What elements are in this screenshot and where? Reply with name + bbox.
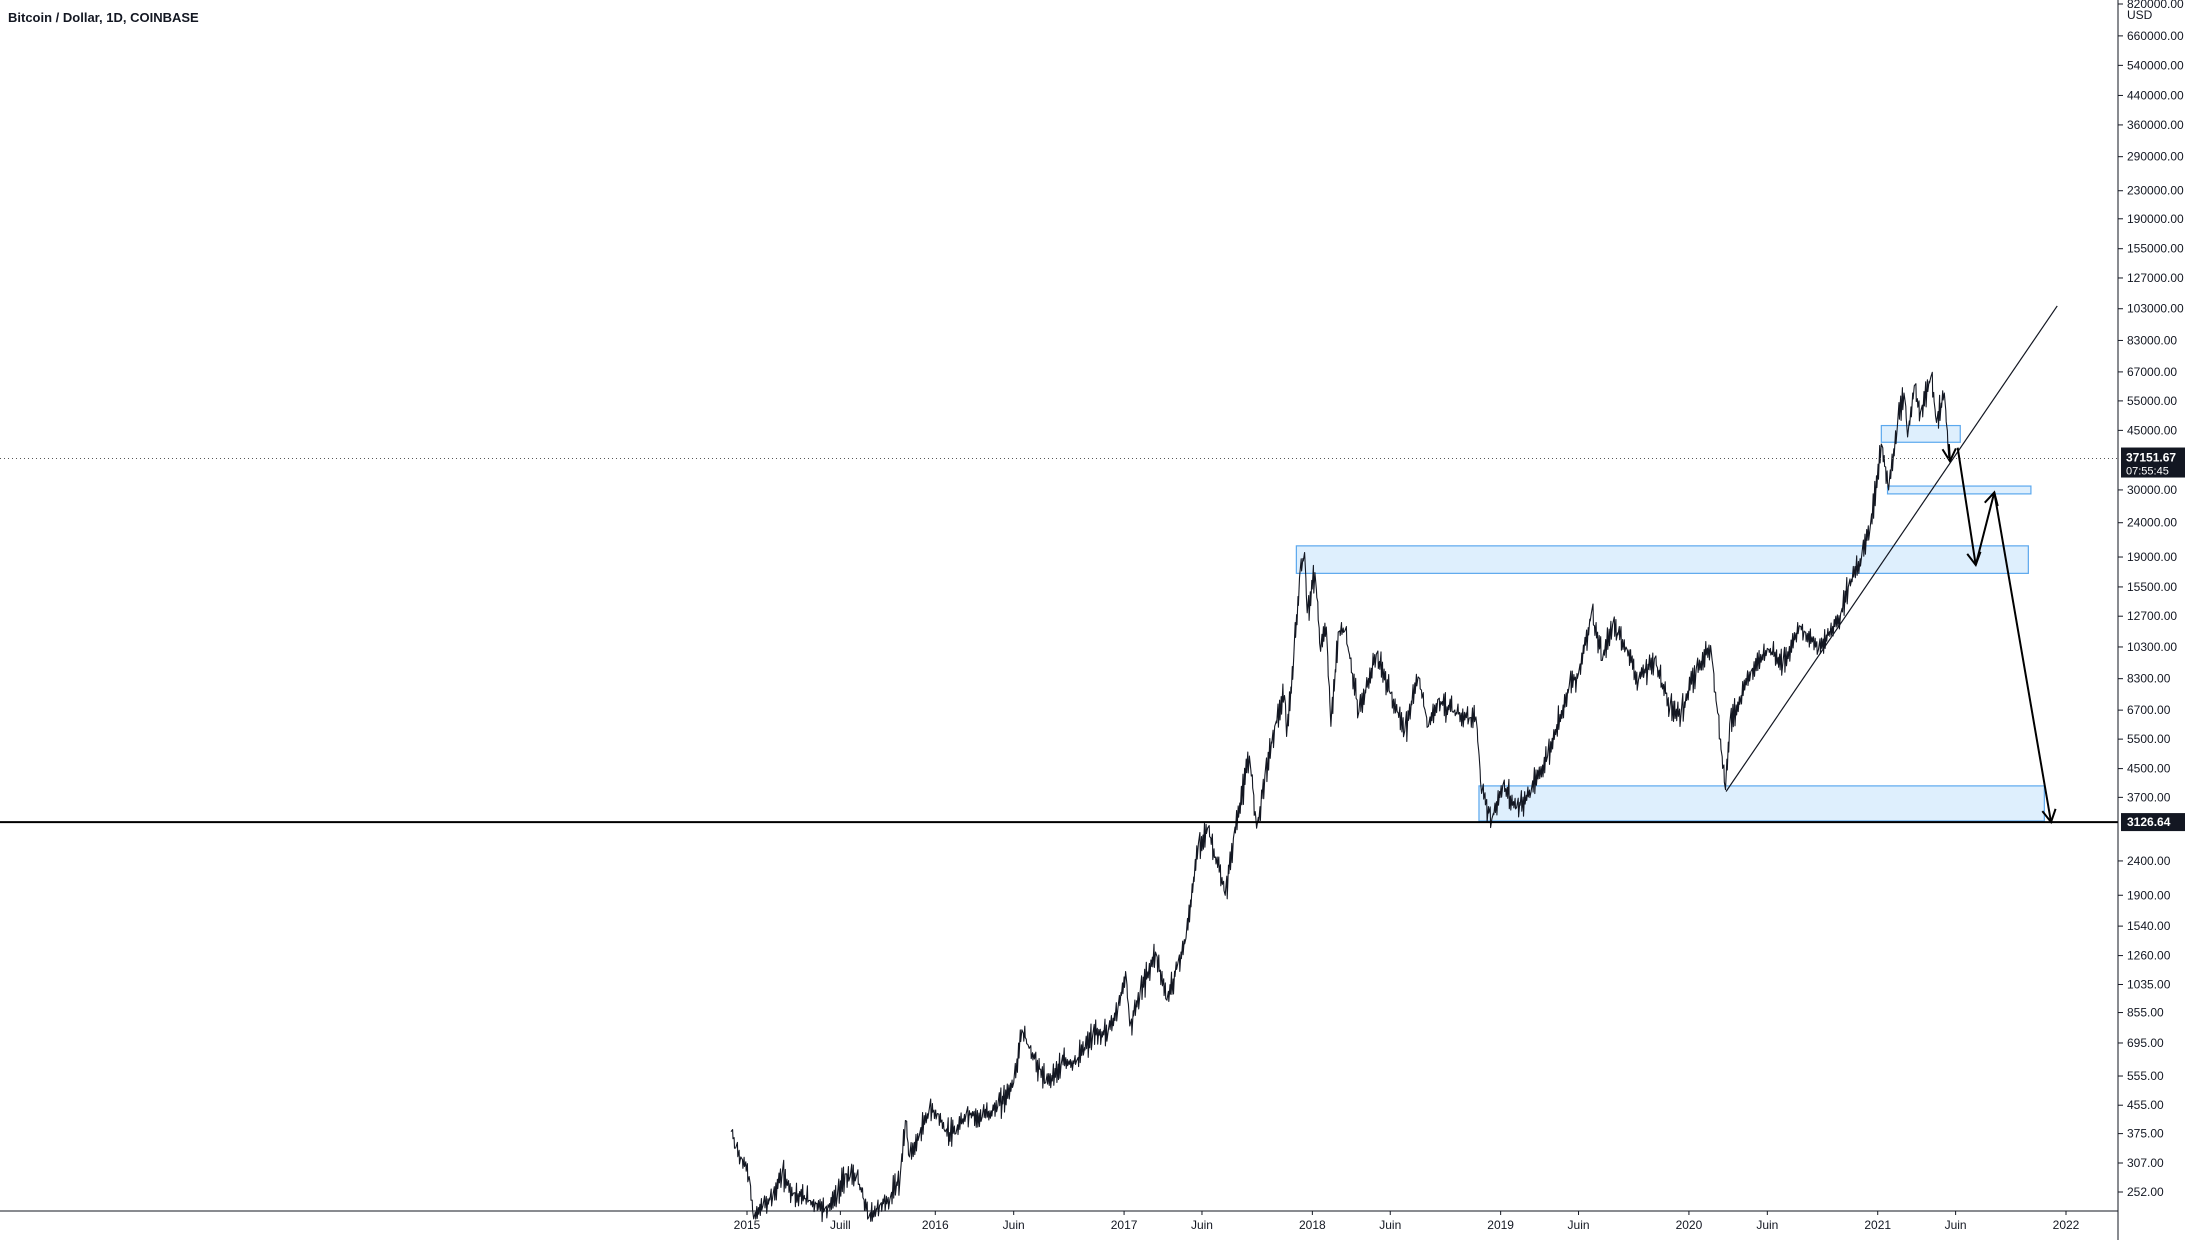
y-axis: 820000.00 660000.00 540000.00 440000.00 3600… [2117, 0, 2184, 1240]
y-tick-label: 307.00 [2127, 1156, 2164, 1170]
x-axis: 2015 Juill 2016 Juin 2017 Juin 2018 Juin 2019 Jui… [0, 1210, 2118, 1232]
support-resistance-zone [1478, 785, 2045, 822]
support-resistance-zone [1880, 424, 1961, 443]
x-tick-label: 2021 [1864, 1218, 1891, 1232]
drawings-layer [1725, 305, 2058, 825]
y-tick-label: 30000.00 [2127, 483, 2177, 497]
y-tick-label: 1260.00 [2127, 949, 2171, 963]
y-tick-label: 45000.00 [2127, 423, 2177, 437]
current-price-label: 37151.67 [2126, 451, 2176, 465]
x-tick-label: Juin [1945, 1218, 1967, 1232]
y-tick-label: 2400.00 [2127, 854, 2171, 868]
y-tick-label: 103000.00 [2127, 302, 2184, 316]
y-tick-label: 19000.00 [2127, 550, 2177, 564]
y-tick-label: 375.00 [2127, 1127, 2164, 1141]
y-tick-label: 83000.00 [2127, 333, 2177, 347]
support-resistance-zone [1295, 545, 2029, 574]
price-series-line [730, 371, 1950, 1223]
y-tick-label: 230000.00 [2127, 184, 2184, 198]
x-tick-label: Juin [1756, 1218, 1778, 1232]
y-tick-label: 6700.00 [2127, 703, 2171, 717]
y-tick-label: 55000.00 [2127, 394, 2177, 408]
support-price-label-bg [2121, 813, 2185, 832]
zones-layer [1295, 424, 2045, 822]
y-tick-label: 5500.00 [2127, 732, 2171, 746]
y-tick-label: 24000.00 [2127, 516, 2177, 530]
chart-title: Bitcoin / Dollar, 1D, COINBASE [8, 10, 199, 25]
y-tick-label: 455.00 [2127, 1098, 2164, 1112]
x-tick-label: 2018 [1299, 1218, 1326, 1232]
y-tick-label: 540000.00 [2127, 58, 2184, 72]
y-tick-label: 67000.00 [2127, 365, 2177, 379]
projection-arrow [1947, 443, 1951, 462]
y-tick-label: 820000.00 [2127, 0, 2184, 11]
y-tick-label: 15500.00 [2127, 580, 2177, 594]
y-tick-label: 190000.00 [2127, 212, 2184, 226]
projection-arrow [1993, 492, 2053, 823]
support-resistance-zone [1886, 485, 2032, 495]
x-tick-label: 2015 [734, 1218, 761, 1232]
x-tick-label: Juin [1003, 1218, 1025, 1232]
y-tick-label: 4500.00 [2127, 762, 2171, 776]
x-tick-label: 2016 [922, 1218, 949, 1232]
y-tick-label: 360000.00 [2127, 118, 2184, 132]
x-tick-label: Juin [1568, 1218, 1590, 1232]
y-tick-label: 1900.00 [2127, 888, 2171, 902]
x-tick-label: Juin [1191, 1218, 1213, 1232]
series-layer [730, 371, 1950, 1223]
y-tick-label: 10300.00 [2127, 640, 2177, 654]
projection-arrow [1974, 492, 1996, 566]
lines-layer [0, 458, 2118, 824]
trendline [1725, 305, 2058, 792]
y-tick-label: 127000.00 [2127, 271, 2184, 285]
support-price-label: 3126.64 [2127, 815, 2171, 829]
y-tick-label: 155000.00 [2127, 242, 2184, 256]
current-price-label-bg [2121, 447, 2185, 478]
y-tick-label: 1035.00 [2127, 977, 2171, 991]
y-tick-label: 3700.00 [2127, 790, 2171, 804]
y-tick-label: 8300.00 [2127, 672, 2171, 686]
x-tick-label: 2020 [1676, 1218, 1703, 1232]
x-tick-label: Juill [830, 1218, 851, 1232]
y-tick-label: 440000.00 [2127, 88, 2184, 102]
countdown-label: 07:55:45 [2126, 466, 2169, 478]
x-tick-label: 2017 [1111, 1218, 1138, 1232]
x-tick-label: Juin [1379, 1218, 1401, 1232]
y-tick-label: 855.00 [2127, 1006, 2164, 1020]
projection-arrow [1956, 447, 1977, 566]
currency-unit-label: USD [2127, 8, 2153, 22]
y-tick-label: 252.00 [2127, 1185, 2164, 1199]
y-tick-label: 660000.00 [2127, 29, 2184, 43]
projection-arrowhead [1941, 448, 1957, 464]
y-tick-label: 290000.00 [2127, 150, 2184, 164]
y-tick-label: 12700.00 [2127, 609, 2177, 623]
y-tick-label: 695.00 [2127, 1036, 2164, 1050]
x-tick-label: 2019 [1487, 1218, 1514, 1232]
x-tick-label: 2022 [2053, 1218, 2080, 1232]
y-tick-label: 555.00 [2127, 1069, 2164, 1083]
y-tick-label: 1540.00 [2127, 919, 2171, 933]
